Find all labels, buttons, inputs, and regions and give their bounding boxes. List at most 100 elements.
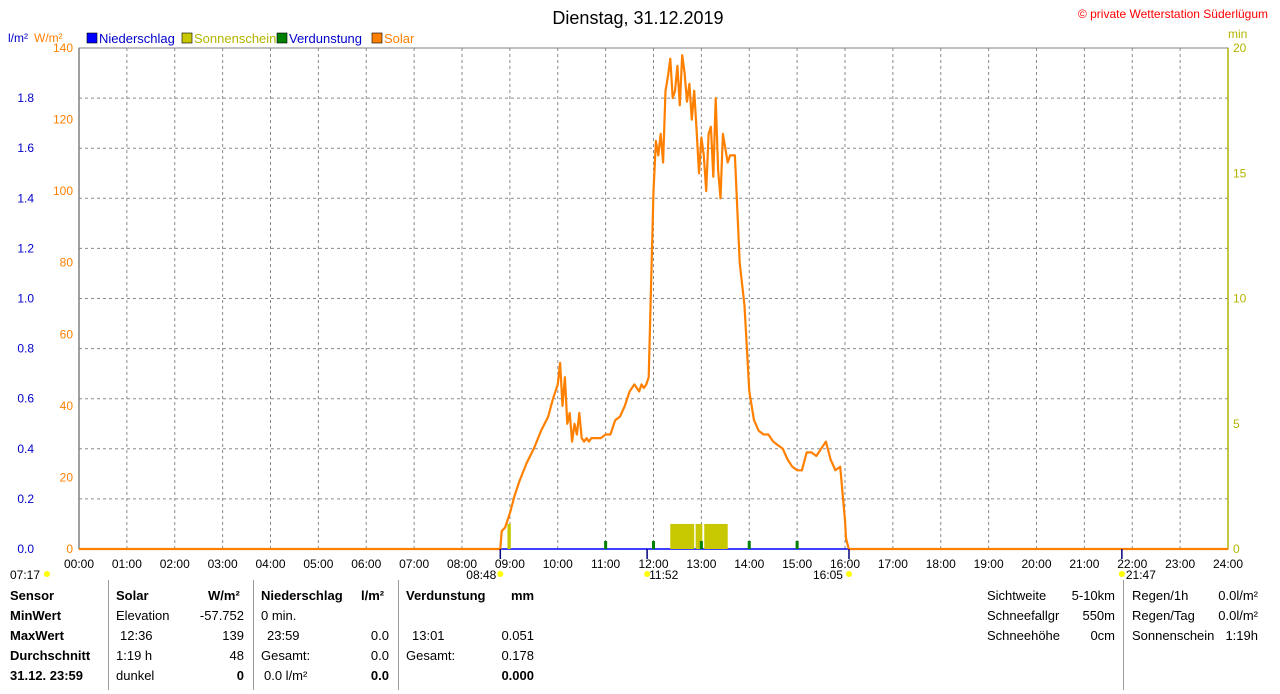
sunset-label: 16:05 [813, 568, 843, 580]
x-tick-label: 15:00 [782, 557, 812, 571]
evap-stats-title: Verdunstung [406, 588, 486, 603]
sunrise-label: 08:48 [466, 568, 496, 580]
snowline-value: 550m [1082, 608, 1115, 623]
x-tick-label: 07:00 [399, 557, 429, 571]
precip-stats-row1-label: 0 min. [261, 608, 297, 623]
solar-tick-label: 0 [66, 542, 73, 556]
legend-swatch-solar [371, 32, 383, 44]
legend-label-verdunstung: Verdunstung [289, 31, 362, 46]
stats-panel: Sensor MinWert MaxWert Durchschnitt 31.1… [0, 576, 1280, 694]
copyright-text: © private Wetterstation Süderlügum [1078, 7, 1268, 21]
evaporation-mark [699, 541, 703, 549]
x-tick-label: 04:00 [255, 557, 285, 571]
moonset-label: 21:47 [1126, 568, 1156, 580]
solar-stats-unit: W/m² [208, 588, 240, 603]
moonrise-label: 07:17 [10, 568, 40, 580]
x-tick-label: 22:00 [1117, 557, 1147, 571]
precip-stats-row2-label: 23:59 [267, 628, 300, 643]
sun-markers: 08:48 11:52 16:05 21:47 07:17 [10, 549, 1156, 580]
solar-tick-label: 100 [53, 184, 73, 198]
x-tick-label: 00:00 [64, 557, 94, 571]
x-tick-label: 24:00 [1213, 557, 1243, 571]
evaporation-mark [652, 541, 655, 549]
solar-tick-label: 80 [60, 256, 74, 270]
x-tick-label: 08:00 [447, 557, 477, 571]
x-tick-label: 03:00 [208, 557, 238, 571]
evap-stats-row3-label: Gesamt: [406, 648, 456, 663]
solar-tick-label: 40 [60, 399, 74, 413]
precip-tick-label: 1.0 [17, 292, 34, 306]
sunshine-bar [670, 523, 695, 549]
x-tick-label: 16:00 [830, 557, 860, 571]
evap-stats-row4-value: 0.000 [501, 668, 534, 683]
x-tick-label: 11:00 [591, 557, 620, 571]
precip-stats-title: Niederschlag [261, 588, 343, 603]
solar-stats-row1-label: Elevation [116, 608, 170, 623]
solar-stats-row3-value: 48 [229, 648, 244, 663]
solar-stats-row3-label: 1:19 h [116, 648, 153, 663]
solar-tick-label: 140 [53, 41, 73, 55]
solar-noon-label: 11:52 [649, 568, 678, 580]
precip-tick-label: 1.4 [17, 191, 34, 205]
solar-axis-unit: W/m² [34, 31, 63, 45]
evap-stats-unit: mm [511, 588, 535, 603]
sunshine-tick-label: 10 [1233, 292, 1247, 306]
solar-tick-label: 60 [60, 327, 74, 341]
sunshine-total-value: 1:19h [1225, 628, 1258, 643]
sunshine-axis-unit: min [1228, 27, 1247, 41]
solar-tick-label: 120 [53, 113, 73, 127]
evap-stats-row2-value: 0.051 [501, 628, 534, 643]
moonrise-dot [44, 571, 50, 577]
precip-tick-label: 1.6 [17, 141, 34, 155]
stats-label-max: MaxWert [10, 628, 64, 643]
precip-axis-unit: l/m² [8, 31, 28, 45]
legend-swatch-sonnenschein [181, 32, 193, 44]
precip-tick-label: 1.2 [17, 241, 34, 255]
x-tick-label: 06:00 [351, 557, 381, 571]
sunshine-tick-label: 20 [1233, 41, 1247, 55]
sunshine-tick-label: 5 [1233, 417, 1240, 431]
precip-tick-label: 0.8 [17, 342, 34, 356]
precip-stats-row4-label: 0.0 l/m² [264, 668, 308, 683]
x-tick-label: 19:00 [974, 557, 1004, 571]
sunshine-bars [507, 523, 728, 549]
solar-noon-dot [644, 571, 651, 577]
evaporation-marks [604, 541, 799, 549]
legend-label-sonnenschein: Sonnenschein [194, 31, 276, 46]
sunshine-tick-label: 0 [1233, 542, 1240, 556]
stats-label-current: 31.12. 23:59 [10, 668, 84, 683]
snowline-label: Schneefallgr [987, 608, 1060, 623]
solar-stats-row2-value: 139 [222, 628, 244, 643]
solar-stats-row1-value: -57.752 [199, 608, 244, 623]
plot-frame [78, 47, 1229, 550]
moonset-dot [1118, 571, 1125, 577]
weather-chart: Dienstag, 31.12.2019 © private Wettersta… [8, 7, 1268, 580]
precip-tick-label: 1.8 [17, 91, 34, 105]
precip-stats-row2-value: 0.0 [370, 628, 389, 643]
visibility-value: 5-10km [1071, 588, 1115, 603]
evaporation-mark [795, 541, 799, 549]
evaporation-mark [747, 541, 751, 549]
rain-hour-value: 0.0l/m² [1218, 588, 1258, 603]
precip-stats-row3-value: 0.0 [370, 648, 389, 663]
x-tick-label: 13:00 [686, 557, 716, 571]
x-tick-label: 01:00 [112, 557, 142, 571]
rain-hour-label: Regen/1h [1132, 588, 1189, 603]
solar-series-line [79, 54, 1228, 551]
solar-tick-label: 20 [60, 470, 74, 484]
sunshine-tick-label: 15 [1233, 166, 1247, 180]
stats-label-avg: Durchschnitt [10, 648, 91, 663]
evap-stats-row2-label: 13:01 [412, 628, 445, 643]
legend-label-niederschlag: Niederschlag [99, 31, 175, 46]
x-tick-label: 05:00 [303, 557, 333, 571]
x-tick-label: 10:00 [543, 557, 573, 571]
precip-tick-label: 0.2 [17, 492, 34, 506]
sunshine-bar [507, 523, 511, 549]
x-tick-label: 12:00 [638, 557, 668, 571]
x-tick-label: 21:00 [1069, 557, 1099, 571]
x-tick-label: 14:00 [734, 557, 764, 571]
stats-label-sensor: Sensor [10, 588, 55, 603]
solar-stats-title: Solar [116, 588, 149, 603]
precip-tick-label: 0.4 [17, 442, 34, 456]
chart-legend: Niederschlag Sonnenschein Verdunstung Solar [86, 31, 415, 46]
